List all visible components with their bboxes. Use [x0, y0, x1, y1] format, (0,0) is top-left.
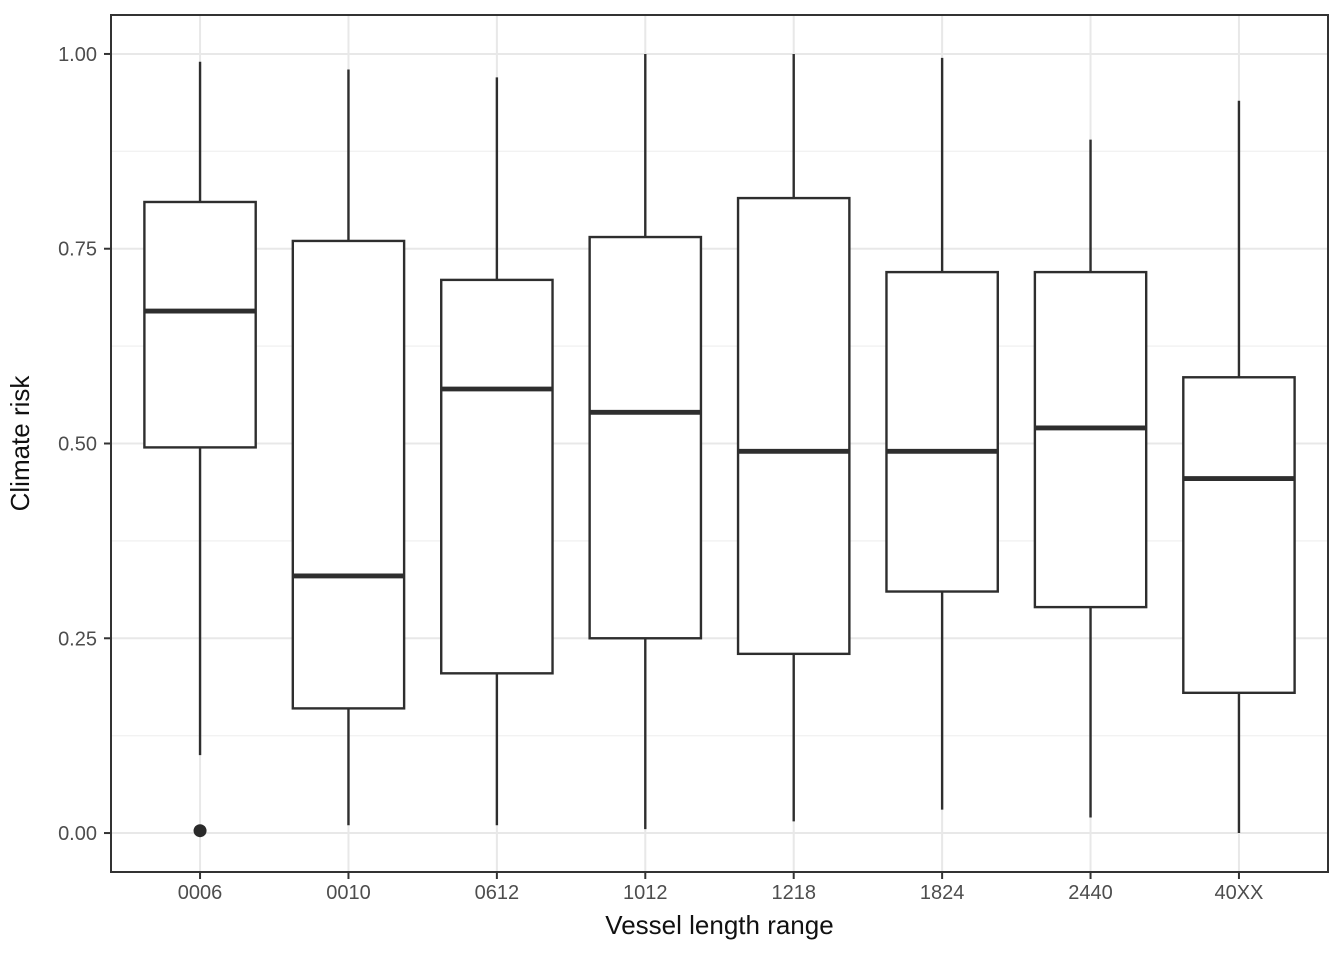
boxplot-0006 — [143, 61, 257, 838]
x-axis-title: Vessel length range — [605, 910, 833, 940]
boxplot-1824 — [885, 57, 999, 810]
iqr-box-1012 — [588, 235, 703, 640]
boxplot-2440 — [1033, 139, 1148, 818]
y-axis-title: Climate risk — [5, 375, 35, 512]
x-axis-tick-label: 0612 — [475, 882, 520, 904]
boxplot-0612 — [440, 77, 554, 826]
iqr-box-0612 — [440, 278, 554, 675]
y-axis-tick-label: 0.75 — [58, 239, 97, 261]
x-axis-tick-label: 1824 — [920, 882, 965, 904]
iqr-box-0010 — [291, 239, 406, 710]
x-axis-tick-label: 0010 — [326, 882, 371, 904]
iqr-box-2440 — [1033, 270, 1148, 609]
x-axis-tick-label: 1218 — [771, 882, 816, 904]
iqr-box-0006 — [143, 200, 257, 449]
boxplot-1218 — [736, 53, 851, 822]
boxplot-0010 — [291, 69, 406, 826]
x-axis-tick-label: 1012 — [623, 882, 668, 904]
iqr-box-40XX — [1182, 376, 1296, 695]
y-axis-tick-label: 0.25 — [58, 628, 97, 650]
iqr-box-1218 — [736, 196, 851, 656]
boxplot-1012 — [588, 53, 703, 830]
y-axis-tick-label: 1.00 — [58, 44, 97, 66]
y-axis-tick-label: 0.00 — [58, 823, 97, 845]
outlier-point-0006-0 — [193, 824, 207, 838]
iqr-box-1824 — [885, 270, 999, 593]
x-axis-tick-label: 40XX — [1214, 882, 1263, 904]
x-axis-tick-label: 0006 — [178, 882, 223, 904]
boxplot-40XX — [1182, 100, 1296, 834]
x-axis-tick-label: 2440 — [1068, 882, 1113, 904]
y-axis-tick-label: 0.50 — [58, 434, 97, 456]
